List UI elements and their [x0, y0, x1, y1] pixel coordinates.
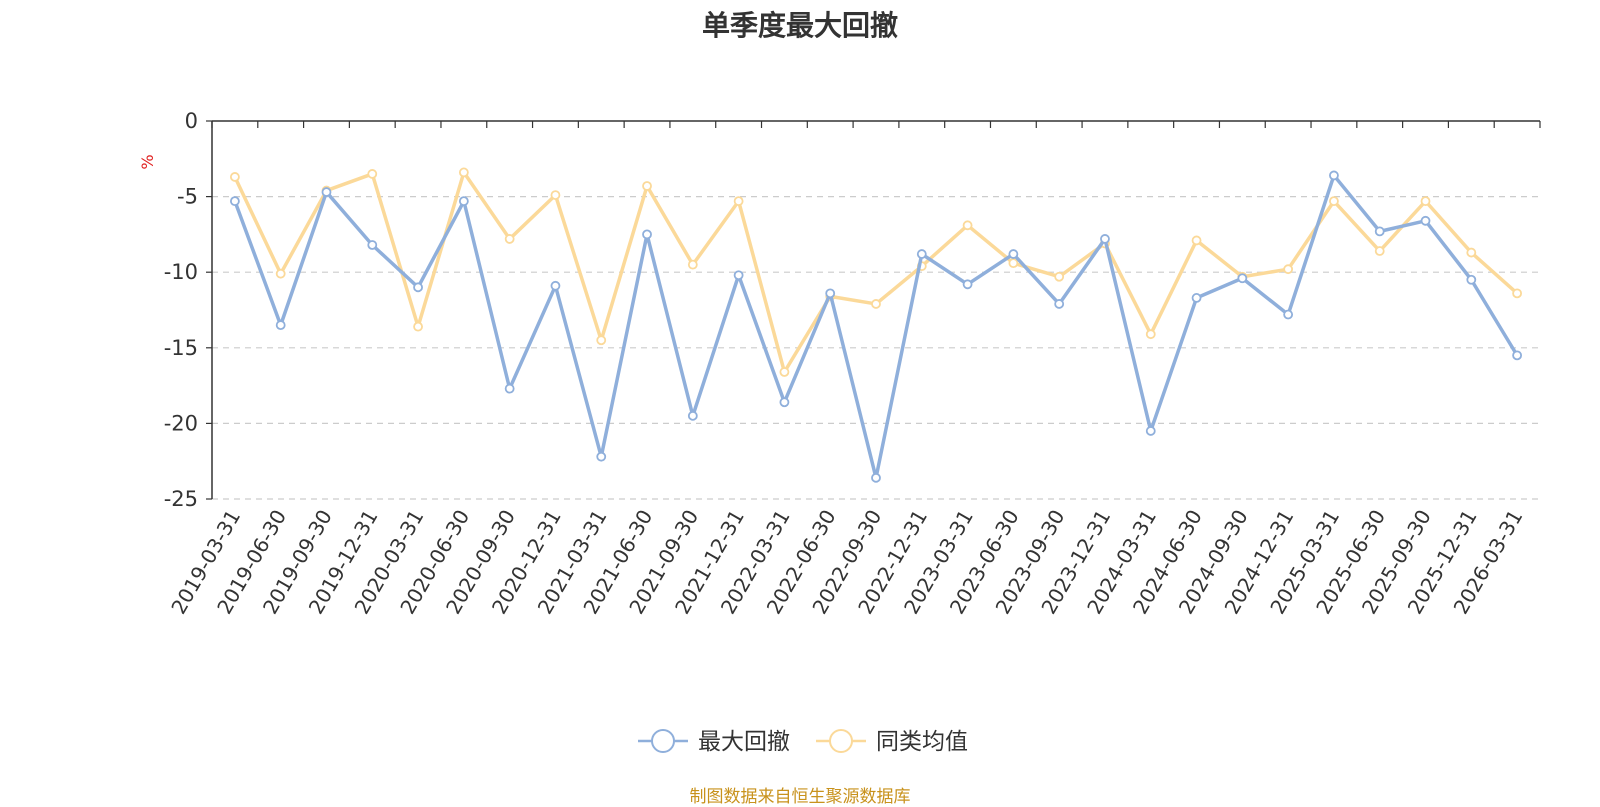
data-point[interactable] — [367, 240, 378, 250]
data-point[interactable] — [1420, 196, 1431, 207]
data-point[interactable] — [733, 196, 744, 207]
y-axis-label: % — [138, 154, 157, 169]
legend: 最大回撤 同类均值 — [638, 729, 968, 755]
data-point[interactable] — [687, 259, 698, 270]
data-point[interactable] — [962, 220, 973, 231]
y-tick-label: -10 — [164, 260, 198, 284]
data-point[interactable] — [504, 383, 515, 394]
data-point[interactable] — [733, 270, 744, 281]
source-note: 制图数据来自恒生聚源数据库 — [689, 787, 911, 807]
data-point[interactable] — [413, 321, 423, 332]
data-point[interactable] — [1374, 246, 1385, 256]
data-point[interactable] — [1466, 247, 1477, 258]
data-point[interactable] — [1283, 264, 1294, 275]
data-point[interactable] — [596, 335, 607, 346]
grid-lines — [212, 196, 1540, 500]
x-tick-labels: 2019-03-312019-06-302019-09-302019-12-31… — [166, 506, 1527, 619]
legend-label[interactable]: 同类均值 — [876, 729, 968, 755]
series-group — [229, 167, 1523, 483]
legend-marker[interactable] — [651, 729, 675, 753]
chart-title: 单季度最大回撤 — [701, 9, 898, 42]
data-point[interactable] — [1145, 426, 1156, 436]
data-point[interactable] — [642, 181, 652, 191]
legend-label[interactable]: 最大回撤 — [698, 729, 790, 755]
data-point[interactable] — [229, 172, 240, 182]
data-point[interactable] — [596, 451, 607, 462]
data-point[interactable] — [916, 249, 927, 259]
data-point[interactable] — [962, 279, 973, 290]
data-point[interactable] — [275, 268, 286, 279]
data-point[interactable] — [1466, 274, 1477, 285]
y-tick-label: 0 — [185, 109, 198, 133]
data-point[interactable] — [642, 229, 652, 240]
data-point[interactable] — [504, 234, 515, 244]
data-point[interactable] — [1329, 196, 1339, 207]
data-point[interactable] — [1512, 288, 1523, 299]
data-point[interactable] — [1191, 293, 1202, 303]
data-point[interactable] — [1283, 309, 1294, 320]
data-point[interactable] — [1329, 170, 1339, 181]
data-point[interactable] — [321, 187, 332, 197]
data-point[interactable] — [1420, 215, 1431, 226]
y-tick-label: -25 — [164, 487, 198, 511]
y-tick-labels: 0 -5 -10 -15 -20 -25 — [164, 109, 198, 511]
series-line-1 — [233, 173, 1519, 480]
data-point[interactable] — [1008, 258, 1019, 269]
axes — [206, 120, 1541, 500]
data-point[interactable] — [550, 190, 561, 200]
data-point[interactable] — [1145, 329, 1156, 340]
data-point[interactable] — [825, 288, 836, 299]
data-point[interactable] — [458, 167, 469, 178]
data-point[interactable] — [1054, 299, 1065, 309]
data-point[interactable] — [550, 280, 561, 291]
y-tick-label: -15 — [164, 336, 198, 360]
data-point[interactable] — [687, 410, 698, 421]
data-point[interactable] — [458, 196, 469, 207]
y-tick-label: -20 — [164, 411, 198, 435]
y-tick-label: -5 — [177, 185, 198, 209]
data-point[interactable] — [229, 196, 240, 207]
data-point[interactable] — [1237, 273, 1248, 284]
data-point[interactable] — [871, 299, 881, 309]
data-point[interactable] — [1100, 234, 1110, 244]
data-point[interactable] — [1054, 271, 1065, 282]
data-point[interactable] — [1512, 350, 1523, 361]
data-point[interactable] — [1008, 249, 1019, 259]
data-point[interactable] — [1191, 235, 1202, 246]
data-point[interactable] — [779, 367, 790, 377]
data-point[interactable] — [871, 472, 881, 483]
legend-marker[interactable] — [829, 729, 853, 753]
data-point[interactable] — [779, 397, 790, 408]
data-point[interactable] — [413, 282, 423, 293]
data-point[interactable] — [1374, 226, 1385, 237]
data-point[interactable] — [275, 320, 286, 331]
data-point[interactable] — [367, 169, 378, 179]
